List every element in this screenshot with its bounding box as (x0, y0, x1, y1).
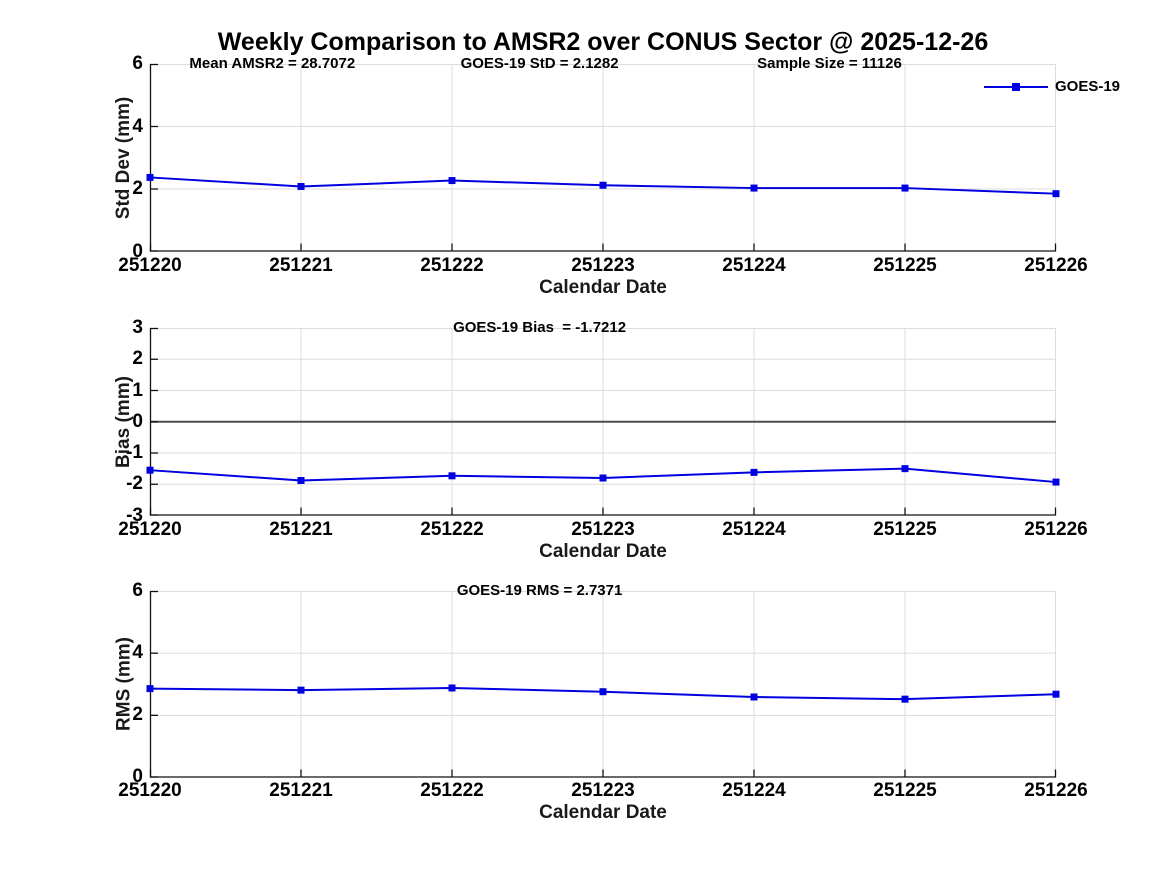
goes-19-marker (146, 466, 154, 474)
stddev-xtick-label: 251223 (571, 254, 635, 276)
goes-19-marker (599, 474, 607, 482)
stddev-annotation: GOES-19 StD = 2.1282 (460, 55, 619, 72)
stddev-y-axis-label: Std Dev (mm) (113, 96, 134, 219)
goes-19-marker (901, 695, 909, 703)
bias-y-axis-label: Bias (mm) (113, 375, 134, 468)
stddev-ytick-label: 4 (132, 115, 143, 137)
rms-xtick-label: 251223 (571, 780, 635, 801)
stddev-ytick-label: 0 (132, 240, 143, 262)
bias-ytick-label: 1 (132, 379, 143, 401)
goes-19-marker (750, 692, 758, 700)
legend-label: GOES-19 (1055, 78, 1121, 95)
goes-19-marker (901, 184, 909, 192)
stddev-ytick-label: 6 (132, 53, 143, 74)
bias-plot-area (146, 327, 1060, 516)
rms-y-axis-label: RMS (mm) (113, 636, 134, 731)
bias-xtick-label: 251220 (118, 518, 182, 540)
rms-ytick-label: 4 (132, 641, 143, 663)
rms-annotation: GOES-19 RMS = 2.7371 (456, 581, 623, 599)
rms-xtick-label: 251226 (1024, 780, 1088, 801)
goes-19-marker (1052, 190, 1060, 198)
goes-19-marker (599, 181, 607, 189)
stddev-xtick-label: 251220 (118, 254, 182, 276)
stddev-x-axis-label: Calendar Date (539, 276, 667, 298)
stddev-annotation: Mean AMSR2 = 28.7072 (189, 55, 356, 72)
goes-19-marker (146, 173, 154, 181)
bias-ytick-label: -1 (126, 442, 143, 463)
rms-xtick-label: 251221 (269, 780, 333, 801)
stddev-xtick-label: 251225 (873, 254, 937, 276)
goes-19-marker (297, 183, 305, 190)
rms-ytick-label: 0 (132, 766, 143, 787)
stddev-xtick-label: 251222 (420, 254, 484, 276)
rms-ytick-label: 2 (132, 703, 143, 725)
goes-19-marker (1052, 690, 1060, 698)
chart-title: Weekly Comparison to AMSR2 over CONUS Se… (217, 28, 989, 56)
stddev-annotation: Sample Size = 11126 (757, 55, 902, 72)
goes-19-marker (1052, 478, 1060, 486)
bias-ytick-label: -2 (126, 473, 143, 495)
legend: GOES-19 (984, 79, 1120, 95)
goes-19-marker (146, 684, 154, 692)
rms-ytick-label: 6 (132, 579, 143, 601)
bias-xtick-label: 251224 (722, 518, 786, 540)
stddev-ytick-label: 2 (132, 178, 143, 199)
bias-ytick-label: 2 (132, 348, 143, 370)
bias-ytick-label: 3 (132, 317, 143, 338)
bias-xtick-label: 251223 (571, 518, 635, 540)
rms-xtick-label: 251225 (873, 780, 937, 801)
goes-19-marker (297, 477, 305, 484)
bias-ytick-label: -3 (126, 504, 143, 526)
legend-marker (1012, 83, 1020, 91)
bias-xtick-label: 251225 (873, 518, 937, 540)
rms-plot-area (146, 590, 1060, 778)
bias-xtick-label: 251221 (269, 518, 333, 540)
rms-xtick-label: 251220 (118, 780, 182, 801)
legend-line-sample (984, 83, 1048, 91)
rms-x-axis-label: Calendar Date (539, 802, 667, 823)
stddev-plot-area (146, 63, 1060, 252)
bias-xtick-label: 251226 (1024, 518, 1088, 540)
goes-19-marker (750, 184, 758, 192)
rms-xtick-label: 251222 (420, 780, 484, 801)
goes-19-marker (448, 683, 456, 691)
stddev-xtick-label: 251221 (269, 254, 333, 276)
bias-ytick-label: 0 (132, 410, 143, 432)
bias-x-axis-label: Calendar Date (539, 540, 667, 562)
goes-19-marker (448, 177, 456, 185)
goes-19-marker (448, 472, 456, 480)
goes-19-marker (599, 687, 607, 695)
stddev-xtick-label: 251226 (1024, 254, 1088, 276)
stddev-xtick-label: 251224 (722, 254, 786, 276)
bias-xtick-label: 251222 (420, 518, 484, 540)
rms-xtick-label: 251224 (722, 780, 786, 801)
goes-19-marker (297, 686, 305, 694)
goes-19-marker (750, 468, 758, 476)
bias-annotation: GOES-19 Bias = -1.7212 (453, 319, 627, 336)
goes-19-marker (901, 465, 909, 473)
